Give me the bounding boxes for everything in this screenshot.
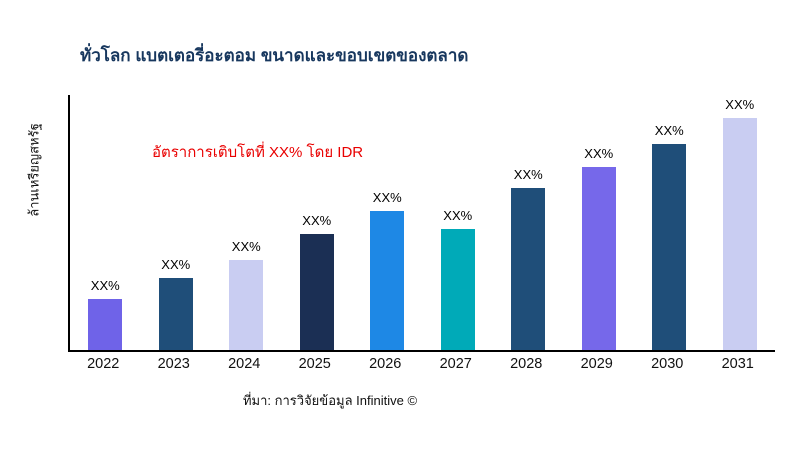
bar-group-2022: XX% (70, 278, 140, 350)
bar-2030 (652, 144, 687, 350)
x-tick-2026: 2026 (369, 356, 402, 372)
growth-annotation: อัตราการเติบโตที่ XX% โดย IDR (152, 144, 364, 161)
chart-title: ทั่วโลก แบตเตอรี่อะตอม ขนาดและขอบเขตของต… (80, 46, 469, 65)
bar-group-2023: XX% (141, 257, 211, 350)
bar-value-label-2028: XX% (513, 167, 543, 182)
bar-value-label-2026: XX% (372, 190, 402, 205)
x-axis-labels: 2022 2023 2024 2025 2026 2027 2028 2029 2030 2031 (68, 356, 773, 372)
bars: XX% XX% XX% XX% XX% XX% XX% XX% XX% XX% (70, 95, 775, 350)
bar-value-label-2029: XX% (584, 146, 614, 161)
bar-2027 (440, 229, 475, 350)
bar-2022 (88, 299, 123, 350)
bar-2023 (158, 278, 193, 350)
bar-group-2031: XX% (705, 97, 775, 350)
bar-group-2024: XX% (211, 239, 281, 350)
x-tick-2025: 2025 (298, 356, 331, 372)
x-tick-2031: 2031 (721, 356, 754, 372)
bar-value-label-2022: XX% (90, 278, 120, 293)
bar-2024 (229, 260, 264, 350)
bar-value-label-2030: XX% (654, 123, 684, 138)
bar-value-label-2027: XX% (443, 208, 473, 223)
bar-group-2030: XX% (634, 123, 704, 350)
bar-2028 (511, 188, 546, 350)
bar-group-2025: XX% (282, 213, 352, 350)
x-tick-2028: 2028 (510, 356, 543, 372)
bar-group-2027: XX% (423, 208, 493, 350)
bar-value-label-2025: XX% (302, 213, 332, 228)
bar-value-label-2031: XX% (725, 97, 755, 112)
bar-2031 (722, 118, 757, 350)
x-tick-2023: 2023 (157, 356, 190, 372)
x-tick-2030: 2030 (651, 356, 684, 372)
x-tick-2022: 2022 (87, 356, 120, 372)
bar-2026 (370, 211, 405, 350)
bar-value-label-2023: XX% (161, 257, 191, 272)
bar-group-2028: XX% (493, 167, 563, 350)
bar-2029 (581, 167, 616, 350)
plot-area: XX% XX% XX% XX% XX% XX% XX% XX% XX% XX% อัตราการเ… (68, 95, 775, 352)
y-axis-label: ล้านเหรียญสหรัฐ (26, 123, 42, 217)
x-tick-2029: 2029 (580, 356, 613, 372)
bar-group-2029: XX% (564, 146, 634, 350)
source-attribution: ที่มา: การวิจัยข้อมูล Infinitive © (242, 393, 418, 408)
x-tick-2027: 2027 (439, 356, 472, 372)
x-tick-2024: 2024 (228, 356, 261, 372)
bar-2025 (299, 234, 334, 350)
bar-value-label-2024: XX% (231, 239, 261, 254)
bar-group-2026: XX% (352, 190, 422, 350)
